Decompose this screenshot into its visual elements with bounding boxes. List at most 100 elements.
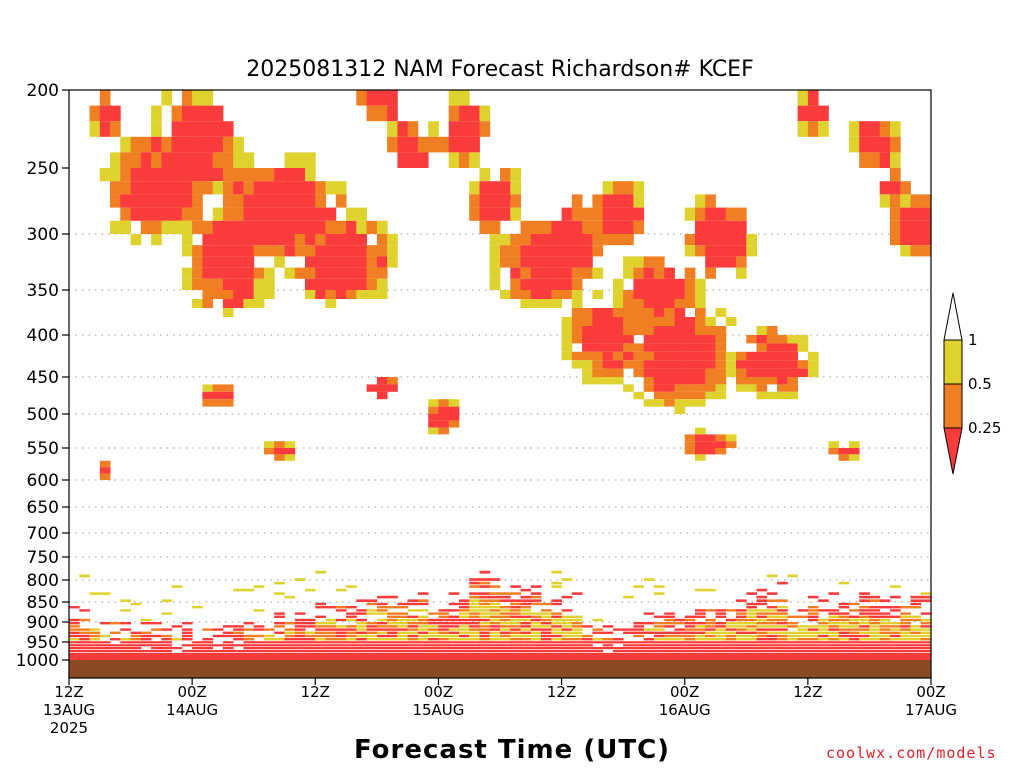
heatmap-cell: [777, 335, 788, 344]
heatmap-cell: [643, 384, 655, 392]
heatmap-cell: [274, 234, 285, 246]
heatmap-cell: [551, 585, 562, 588]
heatmap-cell: [582, 245, 593, 257]
heatmap-cell: [602, 644, 614, 647]
heatmap-cell: [202, 220, 214, 234]
heatmap-cell: [233, 628, 244, 631]
heatmap-cell: [294, 644, 306, 647]
heatmap-cell: [910, 628, 922, 631]
credit-link[interactable]: coolwx.com/models: [826, 744, 997, 762]
heatmap-cell: [674, 641, 686, 644]
heatmap-cell: [305, 631, 316, 634]
heatmap-cell: [305, 207, 316, 221]
heatmap-cell: [376, 628, 388, 631]
heatmap-cell: [202, 638, 214, 641]
heatmap-cell: [366, 649, 378, 653]
heatmap-cell: [294, 267, 306, 279]
heatmap-cell: [674, 299, 686, 308]
heatmap-cell: [294, 245, 306, 257]
heatmap-cell: [294, 641, 306, 644]
heatmap-cell: [756, 647, 768, 650]
heatmap-cell: [366, 105, 378, 122]
heatmap-cell: [623, 628, 634, 631]
heatmap-cell: [530, 654, 542, 660]
heatmap-cell: [664, 267, 675, 279]
heatmap-cell: [859, 634, 870, 638]
heatmap-cell: [715, 308, 727, 317]
heatmap-cell: [612, 181, 624, 195]
heatmap-cell: [551, 652, 562, 655]
heatmap-cell: [674, 638, 686, 641]
heatmap-cell: [407, 121, 419, 137]
heatmap-cell: [335, 649, 347, 653]
heatmap-cell: [571, 592, 583, 595]
y-tick-label: 750: [27, 548, 59, 568]
heatmap-cell: [253, 641, 265, 644]
heatmap-cell: [325, 638, 337, 641]
heatmap-cell: [643, 368, 655, 377]
heatmap-cell: [807, 654, 819, 660]
heatmap-cell: [130, 652, 142, 655]
heatmap-cell: [756, 612, 768, 615]
heatmap-cell: [387, 647, 398, 650]
heatmap-cell: [376, 105, 388, 122]
heatmap-cell: [489, 647, 501, 650]
heatmap-cell: [879, 181, 891, 195]
heatmap-cell: [890, 634, 901, 638]
heatmap-cell: [520, 609, 532, 612]
heatmap-cell: [284, 245, 296, 257]
heatmap-cell: [715, 634, 727, 638]
heatmap-cell: [315, 220, 326, 234]
heatmap-cell: [120, 152, 131, 168]
heatmap-cell: [551, 615, 562, 618]
heatmap-cell: [407, 654, 419, 660]
heatmap-cell: [746, 360, 757, 369]
heatmap-cell: [325, 628, 337, 631]
heatmap-cell: [643, 649, 655, 653]
heatmap-cell: [202, 267, 214, 279]
heatmap-cell: [284, 654, 296, 660]
heatmap-cell: [99, 644, 111, 647]
heatmap-cell: [715, 326, 727, 335]
heatmap-cell: [653, 399, 665, 407]
heatmap-cell: [459, 638, 470, 641]
heatmap-cell: [89, 641, 101, 644]
heatmap-cell: [479, 634, 491, 638]
heatmap-cell: [305, 278, 316, 290]
heatmap-cell: [356, 267, 367, 279]
heatmap-cell: [582, 351, 593, 361]
heatmap-cell: [89, 647, 101, 650]
heatmap-cell: [79, 628, 90, 631]
heatmap-cell: [479, 581, 491, 585]
heatmap-cell: [602, 652, 614, 655]
heatmap-cell: [130, 152, 142, 168]
heatmap-cell: [346, 612, 357, 615]
heatmap-cell: [653, 625, 665, 628]
heatmap-cell: [500, 641, 511, 644]
heatmap-cell: [366, 625, 378, 628]
heatmap-cell: [356, 609, 367, 612]
heatmap-cell: [510, 256, 521, 268]
heatmap-cell: [571, 207, 583, 221]
heatmap-cell: [120, 652, 131, 655]
heatmap-cell: [828, 641, 840, 644]
heatmap-cell: [818, 638, 829, 641]
heatmap-cell: [828, 628, 840, 631]
heatmap-cell: [571, 278, 583, 290]
heatmap-cell: [428, 631, 439, 634]
heatmap-cell: [459, 641, 470, 644]
heatmap-cell: [838, 654, 850, 660]
heatmap-cell: [315, 652, 326, 655]
heatmap-cell: [705, 631, 716, 634]
y-tick-label: 350: [27, 281, 59, 301]
heatmap-cell: [684, 618, 696, 622]
heatmap-cell: [335, 618, 347, 622]
heatmap-cell: [99, 634, 111, 638]
heatmap-cell: [161, 612, 173, 615]
heatmap-cell: [910, 647, 922, 650]
heatmap-cell: [376, 641, 388, 644]
heatmap-cell: [489, 634, 501, 638]
heatmap-cell: [120, 168, 131, 182]
heatmap-cell: [746, 351, 757, 361]
heatmap-cell: [335, 647, 347, 650]
